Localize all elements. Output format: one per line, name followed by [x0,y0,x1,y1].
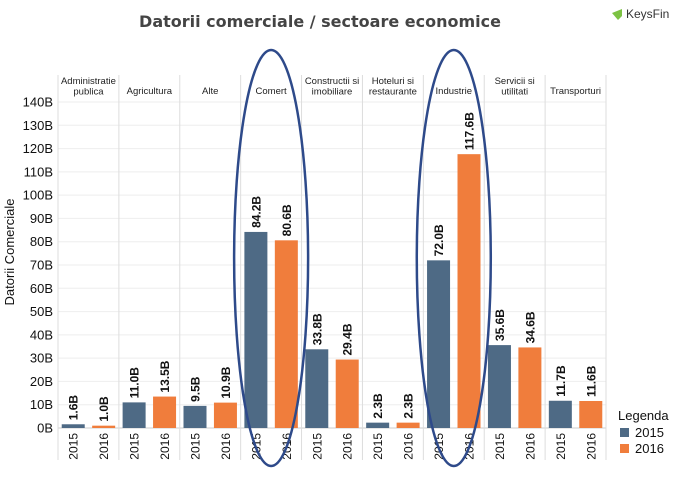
bar-2016 [396,422,420,428]
y-tick-label: 130B [23,118,53,133]
data-label: 72.0B [432,224,446,256]
y-tick-label: 60B [30,281,53,296]
legend-title: Legenda [618,408,669,423]
x-tick-year-label: 2016 [584,433,598,460]
category-label: Agricultura [127,86,173,97]
data-label: 9.5B [189,376,203,402]
bar-2016 [92,425,116,428]
x-tick-year-label: 2015 [371,433,385,460]
x-tick-year-label: 2016 [219,433,233,460]
y-tick-label: 20B [30,374,53,389]
bar-2016 [579,400,603,428]
x-tick-year-label: 2016 [158,433,172,460]
bars [61,154,603,428]
bar-2016 [153,396,177,428]
y-axis-ticks: 0B 10B 20B 30B 40B 50B 60B 70B 80B 90B 100B 110B 120… [23,95,53,436]
logo-mark-icon [612,9,622,20]
data-labels: 1.6B 1.0B 11.0B 13.5B 9.5B 10.9B 84.2B 80.6B 33.… [67,112,599,422]
legend-swatch-2015 [620,428,629,437]
category-label: Constructii si imobiliare [305,76,359,98]
data-label: 33.8B [310,313,324,345]
category-label: Servicii si utilitati [495,76,535,98]
data-label: 2.3B [402,393,416,419]
bar-2016 [457,154,481,428]
bar-2015 [244,231,268,428]
category-label: Administratie publica [61,76,116,98]
data-label: 13.5B [158,360,172,392]
x-tick-year-label: 2016 [97,433,111,460]
bar-2015 [487,345,511,428]
y-tick-label: 100B [23,188,53,203]
legend-swatch-2016 [620,444,629,453]
data-label: 1.0B [97,396,111,422]
category-panels: Administratie publica Agricultura Alte Comer… [57,75,607,460]
data-label: 35.6B [493,309,507,341]
y-tick-label: 50B [30,304,53,319]
data-label: 2.3B [371,393,385,419]
category-label: Hoteluri si restaurante [369,76,417,98]
legend-label-2015: 2015 [635,425,664,440]
bar-2015 [122,402,146,428]
bar-2016 [213,402,237,428]
category-label: Alte [202,86,218,97]
bar-2015 [305,349,329,428]
y-axis-label: Datorii Comerciale [2,199,17,306]
x-tick-year-label: 2016 [341,433,355,460]
data-label: 29.4B [341,323,355,355]
data-label: 34.6B [523,311,537,343]
data-label: 84.2B [249,196,263,228]
y-tick-label: 40B [30,327,53,342]
data-label: 11.7B [554,365,568,397]
x-tick-year-label: 2015 [189,433,203,460]
y-tick-label: 10B [30,397,53,412]
bar-2016 [274,240,298,428]
x-axis-year-labels: 2015 2016 2015 2016 2015 2016 2015 2016 2015 2016… [67,433,599,460]
bar-2016 [335,359,359,428]
y-tick-label: 120B [23,141,53,156]
x-tick-year-label: 2015 [310,433,324,460]
data-label: 117.6B [463,112,477,150]
y-tick-label: 30B [30,351,53,366]
y-tick-label: 80B [30,234,53,249]
data-label: 11.6B [584,365,598,397]
y-tick-label: 140B [23,95,53,110]
y-tick-label: 70B [30,258,53,273]
x-tick-year-label: 2016 [402,433,416,460]
y-tick-label: 90B [30,211,53,226]
bar-2015 [366,422,390,428]
x-tick-year-label: 2015 [67,433,81,460]
data-label: 10.9B [219,366,233,398]
y-tick-label: 0B [37,421,53,436]
brand-logo: KeysFin [612,7,669,21]
x-tick-year-label: 2015 [493,433,507,460]
data-label: 1.6B [67,395,81,421]
legend: Legenda 2015 2016 [618,408,669,456]
chart-title: Datorii comerciale / sectoare economice [139,12,501,31]
bar-2015 [183,405,207,428]
bar-2015 [548,400,572,428]
bar-2015 [61,424,85,428]
legend-label-2016: 2016 [635,441,664,456]
y-tick-label: 110B [24,164,53,179]
gridlines [58,101,606,406]
data-label: 80.6B [280,204,294,236]
category-label: Industrie [436,86,472,97]
x-tick-year-label: 2015 [128,433,142,460]
bar-2015 [427,260,451,428]
highlight-ellipse [232,48,310,468]
data-label: 11.0B [128,367,142,399]
bar-2016 [518,347,542,428]
category-label: Comert [256,86,288,97]
highlight-ellipses [232,48,493,468]
brand-name: KeysFin [626,7,669,21]
highlight-ellipse [415,48,493,468]
x-tick-year-label: 2015 [554,433,568,460]
x-tick-year-label: 2016 [523,433,537,460]
category-label: Transporturi [550,86,601,97]
